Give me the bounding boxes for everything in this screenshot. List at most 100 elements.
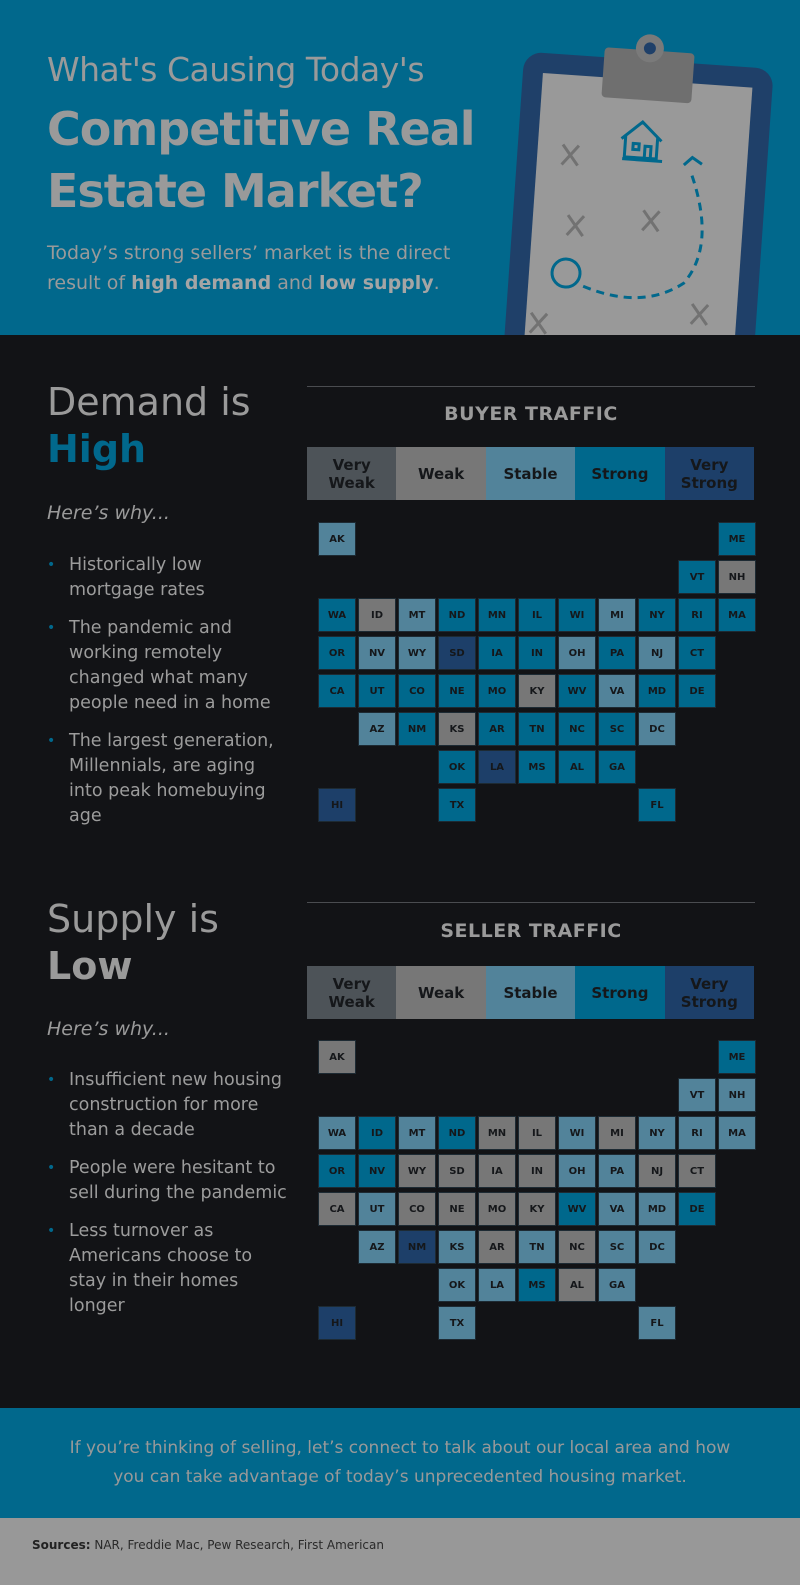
- state-ar: AR: [478, 1230, 516, 1264]
- buyer-traffic-title: BUYER TRAFFIC: [444, 403, 618, 425]
- state-ca: CA: [318, 1192, 356, 1226]
- state-il: IL: [518, 1116, 556, 1150]
- state-ak: AK: [318, 1040, 356, 1074]
- state-or: OR: [318, 1154, 356, 1188]
- seller-traffic-legend: Very Weak Weak Stable Strong Very Strong: [307, 966, 755, 1019]
- seller-traffic-map: AK ME VT NH WA ID MT ND MN IL WI MI NY RI MA OR NV WY SD IA…: [318, 1040, 758, 1360]
- bullet-item: Less turnover as Americans choose to sta…: [47, 1219, 292, 1319]
- state-ia: IA: [478, 1154, 516, 1188]
- legend-item-very-weak: Very Weak: [307, 966, 397, 1019]
- legend-item-strong: Strong: [575, 447, 665, 500]
- clipboard-illustration-icon: [502, 34, 773, 335]
- state-sd: SD: [438, 636, 476, 670]
- state-wi: WI: [558, 1116, 596, 1150]
- state-va: VA: [598, 1192, 636, 1226]
- seller-traffic-title: SELLER TRAFFIC: [440, 920, 622, 942]
- state-ne: NE: [438, 674, 476, 708]
- state-pa: PA: [598, 1154, 636, 1188]
- demand-bullet-list: Historically low mortgage rates The pande…: [47, 553, 292, 842]
- state-mt: MT: [398, 1116, 436, 1150]
- state-vt: VT: [678, 1078, 716, 1112]
- sources-label: Sources:: [32, 1538, 91, 1552]
- state-wv: WV: [558, 1192, 596, 1226]
- state-la: LA: [478, 1268, 516, 1302]
- subtitle-bold-supply: low supply: [319, 272, 434, 294]
- state-ny: NY: [638, 598, 676, 632]
- state-md: MD: [638, 674, 676, 708]
- state-la: LA: [478, 750, 516, 784]
- state-ny: NY: [638, 1116, 676, 1150]
- title-main: Competitive Real Estate Market?: [47, 98, 476, 222]
- state-sc: SC: [598, 1230, 636, 1264]
- title-line-3: Estate Market?: [47, 164, 424, 218]
- call-to-action: If you’re thinking of selling, let’s con…: [0, 1408, 800, 1518]
- state-mo: MO: [478, 1192, 516, 1226]
- legend-item-weak: Weak: [396, 966, 486, 1019]
- state-nd: ND: [438, 1116, 476, 1150]
- demand-why: Here’s why...: [47, 502, 170, 524]
- state-fl: FL: [638, 788, 676, 822]
- state-me: ME: [718, 1040, 756, 1074]
- state-oh: OH: [558, 1154, 596, 1188]
- state-ne: NE: [438, 1192, 476, 1226]
- state-mo: MO: [478, 674, 516, 708]
- state-dc: DC: [638, 712, 676, 746]
- state-pa: PA: [598, 636, 636, 670]
- state-wa: WA: [318, 598, 356, 632]
- state-ut: UT: [358, 1192, 396, 1226]
- state-tn: TN: [518, 712, 556, 746]
- state-ky: KY: [518, 1192, 556, 1226]
- state-az: AZ: [358, 712, 396, 746]
- sources-list: NAR, Freddie Mac, Pew Research, First Am…: [90, 1538, 384, 1552]
- state-ky: KY: [518, 674, 556, 708]
- divider: [307, 386, 755, 387]
- state-hi: HI: [318, 788, 356, 822]
- state-de: DE: [678, 674, 716, 708]
- state-ma: MA: [718, 598, 756, 632]
- state-id: ID: [358, 1116, 396, 1150]
- title-line-1: What's Causing Today's: [47, 50, 425, 89]
- state-tx: TX: [438, 1306, 476, 1340]
- state-mt: MT: [398, 598, 436, 632]
- supply-emphasis: Low: [47, 944, 133, 988]
- state-nv: NV: [358, 1154, 396, 1188]
- state-mn: MN: [478, 598, 516, 632]
- subtitle-text: .: [433, 272, 440, 294]
- state-ri: RI: [678, 598, 716, 632]
- header: What's Causing Today's Competitive Real …: [0, 0, 800, 335]
- sources: Sources: NAR, Freddie Mac, Pew Research,…: [0, 1518, 800, 1585]
- state-ok: OK: [438, 1268, 476, 1302]
- state-vt: VT: [678, 560, 716, 594]
- demand-heading: Demand is: [47, 380, 251, 424]
- state-wi: WI: [558, 598, 596, 632]
- divider: [307, 902, 755, 903]
- state-sc: SC: [598, 712, 636, 746]
- state-nm: NM: [398, 1230, 436, 1264]
- state-fl: FL: [638, 1306, 676, 1340]
- state-or: OR: [318, 636, 356, 670]
- supply-heading: Supply is: [47, 897, 219, 941]
- state-tx: TX: [438, 788, 476, 822]
- state-ak: AK: [318, 522, 356, 556]
- state-ga: GA: [598, 1268, 636, 1302]
- bullet-item: Insufficient new housing construction fo…: [47, 1068, 292, 1143]
- state-ri: RI: [678, 1116, 716, 1150]
- title-line-2: Competitive Real: [47, 102, 476, 156]
- state-nc: NC: [558, 712, 596, 746]
- state-az: AZ: [358, 1230, 396, 1264]
- state-mi: MI: [598, 598, 636, 632]
- legend-item-weak: Weak: [396, 447, 486, 500]
- state-ut: UT: [358, 674, 396, 708]
- state-md: MD: [638, 1192, 676, 1226]
- state-tn: TN: [518, 1230, 556, 1264]
- subtitle-text: and: [271, 272, 319, 294]
- state-me: ME: [718, 522, 756, 556]
- state-id: ID: [358, 598, 396, 632]
- state-nm: NM: [398, 712, 436, 746]
- state-ar: AR: [478, 712, 516, 746]
- state-ks: KS: [438, 712, 476, 746]
- state-wv: WV: [558, 674, 596, 708]
- supply-why: Here’s why...: [47, 1018, 170, 1040]
- state-nh: NH: [718, 560, 756, 594]
- state-ks: KS: [438, 1230, 476, 1264]
